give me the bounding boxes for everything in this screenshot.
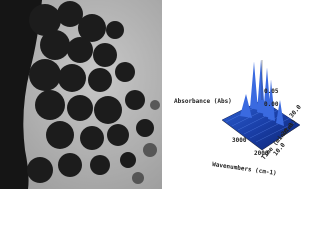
y-tick-label: 30.0 xyxy=(288,103,303,119)
x-tick-label: 3000 xyxy=(232,137,247,144)
x-tick-label: 2000 xyxy=(254,150,269,157)
figure: Absorbance (Abs) 0.05 0.00 3000 2000 Wav… xyxy=(0,0,303,189)
z-axis-label: Absorbance (Abs) xyxy=(174,98,232,105)
z-tick-label: 0.05 xyxy=(264,88,279,95)
tem-image xyxy=(0,0,162,189)
spectrum-plot: Absorbance (Abs) 0.05 0.00 3000 2000 Wav… xyxy=(174,59,303,177)
z-tick-label: 0.00 xyxy=(264,101,279,108)
x-axis-label: Wavenumbers (cm-1) xyxy=(212,161,277,177)
